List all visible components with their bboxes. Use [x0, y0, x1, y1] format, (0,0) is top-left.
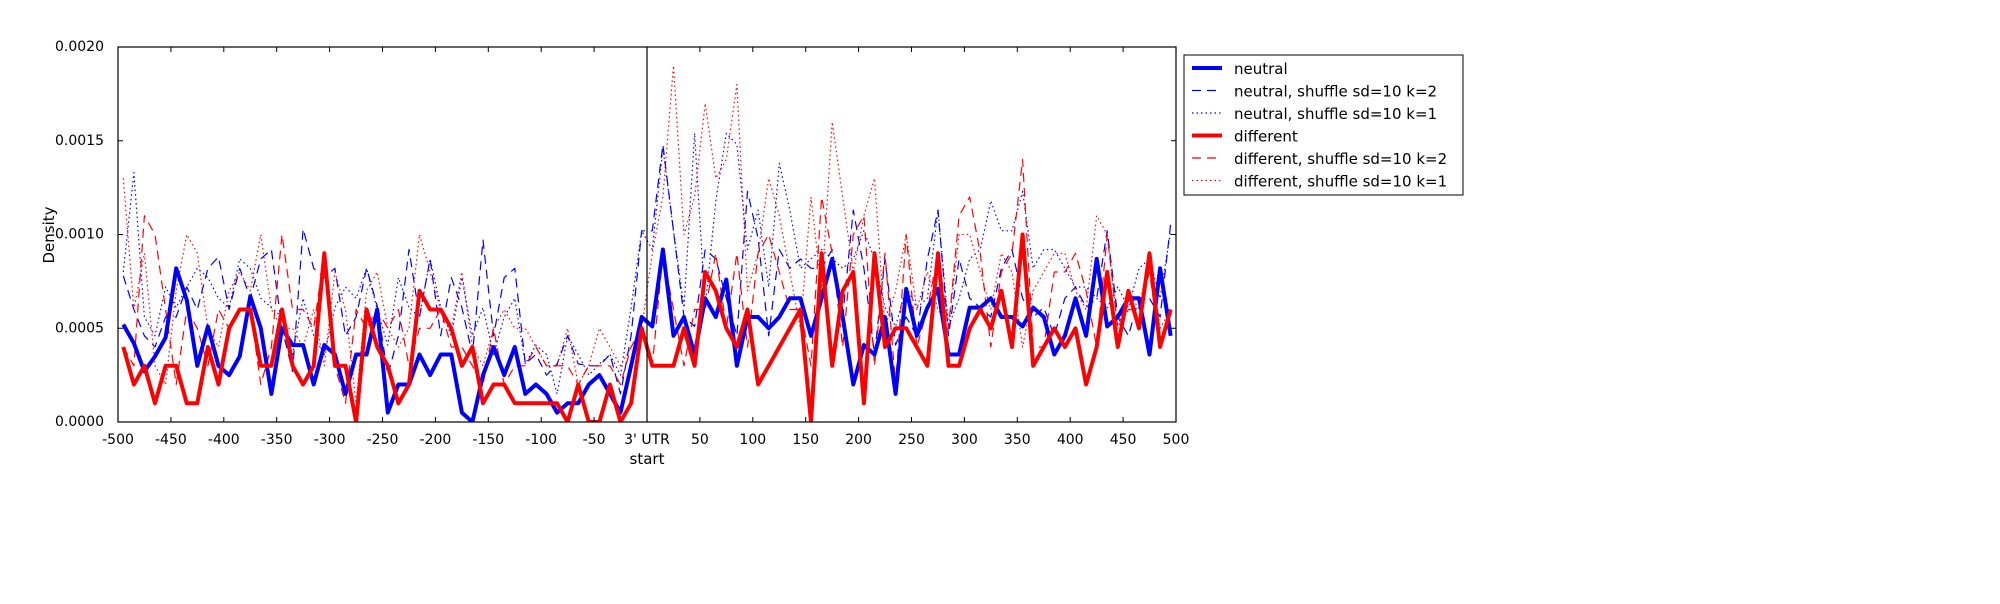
- x-tick-label: -200: [420, 432, 452, 448]
- x-tick-label: 3' UTR: [624, 432, 670, 448]
- legend: neutral neutral, shuffle sd=10 k=2 neutral…: [1183, 54, 1464, 196]
- x-tick-label: 100: [739, 432, 766, 448]
- x-tick-label: 50: [691, 432, 709, 448]
- x-tick-label: -250: [367, 432, 399, 448]
- y-tick-label: 0.0020: [55, 39, 104, 55]
- y-tick-label: 0.0000: [55, 414, 104, 430]
- legend-label: different, shuffle sd=10 k=1: [1234, 173, 1447, 191]
- x-tick-label: -100: [525, 432, 557, 448]
- x-tick-label: -150: [472, 432, 504, 448]
- legend-frame: [1183, 54, 1464, 196]
- x-tick-label: -50: [583, 432, 606, 448]
- legend-label: different, shuffle sd=10 k=2: [1234, 150, 1447, 168]
- series-line-different-shuffle-sd-10-k-2: [122, 158, 1172, 404]
- y-tick-label: 0.0005: [55, 320, 104, 336]
- x-tick-label: 450: [1110, 432, 1137, 448]
- x-tick-label: -300: [314, 432, 346, 448]
- x-tick-label: -450: [155, 432, 187, 448]
- legend-label: neutral: [1234, 60, 1288, 78]
- x-tick-label: 400: [1057, 432, 1084, 448]
- x-tick-label: 500: [1163, 432, 1190, 448]
- x-tick-label: 300: [951, 432, 978, 448]
- legend-label: different: [1234, 128, 1298, 146]
- x-tick-label: 250: [898, 432, 925, 448]
- x-tick-label: 350: [1004, 432, 1031, 448]
- y-tick-label: 0.0015: [55, 133, 104, 149]
- legend-label: neutral, shuffle sd=10 k=2: [1234, 83, 1437, 101]
- y-axis-label: Density: [40, 206, 58, 263]
- y-tick-label: 0.0010: [55, 227, 104, 243]
- x-tick-label: 200: [845, 432, 872, 448]
- legend-label: neutral, shuffle sd=10 k=1: [1234, 105, 1437, 123]
- series-line-neutral-shuffle-sd-10-k-1: [122, 132, 1172, 395]
- x-tick-label: -400: [208, 432, 240, 448]
- x-tick-label: 150: [792, 432, 819, 448]
- x-axis-label: start: [630, 450, 665, 468]
- axis-ticks: -500 -450 -400 -350 -300 -250 -200 -150 -100 -50 3…: [55, 39, 1189, 448]
- x-tick-label: -350: [261, 432, 293, 448]
- x-tick-label: -500: [102, 432, 134, 448]
